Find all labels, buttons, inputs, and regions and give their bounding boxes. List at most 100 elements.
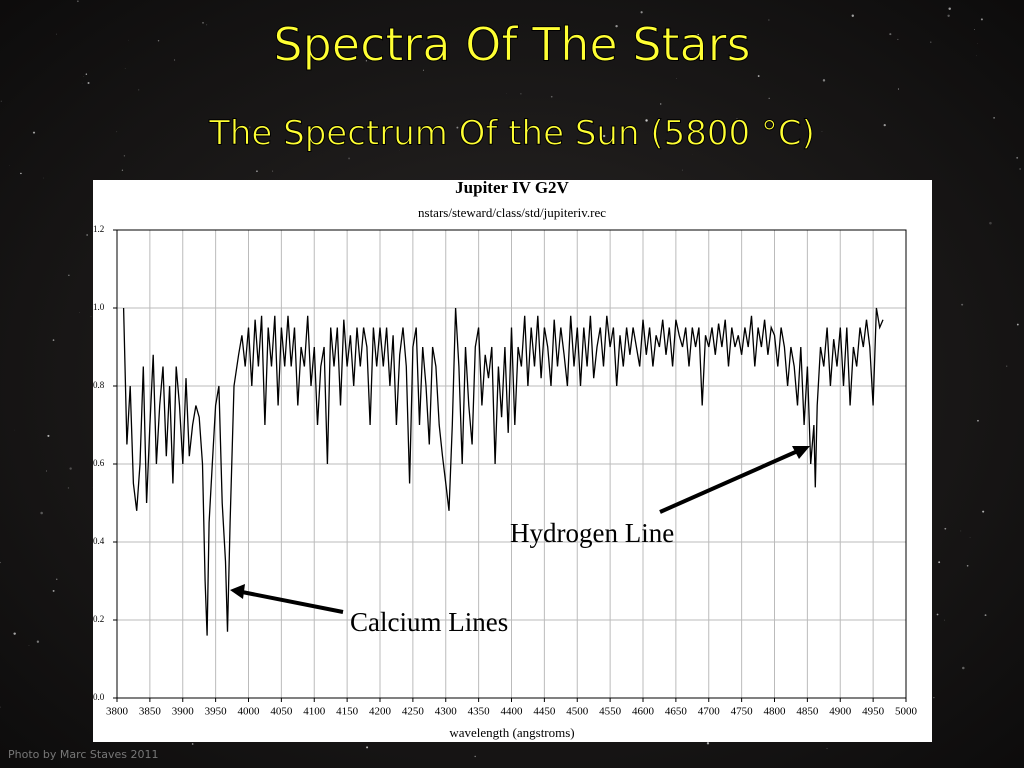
star	[615, 24, 618, 28]
x-tick-label: 4300	[435, 706, 458, 718]
star	[81, 82, 83, 84]
star	[123, 155, 126, 157]
x-tick-label: 4950	[862, 706, 885, 718]
y-tick-label: 1.0	[93, 302, 105, 312]
chart-subtitle: nstars/steward/class/std/jupiteriv.rec	[418, 205, 606, 220]
star	[897, 88, 899, 90]
x-tick-label: 4200	[369, 706, 392, 718]
arrowhead	[230, 584, 245, 599]
star	[883, 124, 886, 127]
star	[960, 530, 962, 532]
star	[974, 29, 975, 30]
star	[509, 24, 511, 26]
star	[56, 578, 58, 580]
star	[1016, 156, 1019, 159]
star	[365, 60, 367, 62]
star	[794, 141, 797, 144]
x-tick-label: 3800	[106, 706, 129, 718]
x-tick-label: 4900	[829, 706, 852, 718]
star	[989, 221, 992, 225]
star	[55, 33, 57, 35]
x-tick-label: 4050	[270, 706, 293, 718]
star	[1019, 168, 1022, 170]
star	[43, 177, 44, 179]
star	[116, 131, 118, 133]
x-tick-label: 4750	[731, 706, 754, 718]
star	[768, 19, 770, 21]
annotation: Hydrogen Line	[510, 518, 674, 548]
star	[46, 470, 47, 472]
x-tick-label: 3850	[139, 706, 162, 718]
star	[976, 55, 978, 57]
star	[67, 487, 70, 489]
arrow	[659, 448, 801, 514]
star	[550, 95, 553, 98]
star	[889, 33, 892, 36]
chart-title: Jupiter IV G2V	[455, 178, 569, 197]
slide-title: Spectra Of The Stars	[273, 18, 750, 72]
star	[202, 22, 204, 24]
star	[52, 339, 55, 341]
star	[851, 14, 855, 17]
y-tick-label: 0.0	[93, 692, 105, 702]
star	[602, 134, 606, 138]
star	[944, 619, 945, 621]
spectrum-line	[122, 307, 884, 636]
x-tick-label: 4000	[238, 706, 261, 718]
x-tick-label: 3950	[205, 706, 228, 718]
star	[40, 511, 43, 515]
star	[272, 170, 274, 172]
star	[948, 7, 951, 10]
star	[757, 75, 760, 77]
star	[697, 33, 700, 36]
star	[403, 143, 406, 145]
star	[87, 81, 90, 84]
star	[659, 103, 662, 105]
star	[506, 93, 507, 94]
star	[645, 119, 648, 122]
star	[969, 537, 971, 538]
star	[456, 126, 459, 129]
star	[520, 93, 522, 95]
slide-subtitle: The Spectrum Of the Sun (5800 °C)	[208, 114, 815, 154]
star	[947, 14, 950, 18]
star	[249, 126, 251, 128]
star	[0, 561, 1, 564]
star	[713, 40, 716, 43]
star	[0, 706, 1, 708]
chart: Jupiter IV G2V nstars/steward/class/std/…	[93, 178, 918, 740]
x-axis-label: wavelength (angstroms)	[449, 725, 574, 740]
star	[124, 68, 126, 69]
star	[933, 696, 935, 699]
x-tick-label: 4350	[468, 706, 491, 718]
star	[826, 747, 828, 749]
x-tick-label: 4850	[796, 706, 819, 718]
arrow	[241, 590, 344, 614]
x-tick-label: 4250	[402, 706, 425, 718]
star	[79, 312, 80, 313]
arrowhead	[792, 446, 810, 459]
star	[936, 613, 939, 616]
star	[28, 645, 30, 646]
star	[1006, 365, 1008, 367]
star	[174, 59, 176, 61]
star	[191, 743, 194, 745]
star	[821, 131, 823, 132]
star	[966, 564, 969, 567]
star	[206, 24, 208, 26]
x-tick-label: 4700	[698, 706, 721, 718]
annotation: Calcium Lines	[350, 607, 508, 637]
star	[676, 78, 678, 79]
star	[930, 41, 932, 43]
star	[977, 419, 979, 422]
x-tick-label: 4600	[632, 706, 655, 718]
x-tick-label: 4150	[336, 706, 359, 718]
star	[982, 510, 985, 513]
star	[977, 43, 978, 44]
star	[121, 169, 124, 171]
star	[138, 89, 140, 91]
x-tick-label: 5000	[895, 706, 918, 718]
star	[47, 434, 50, 437]
star	[52, 589, 55, 592]
star	[20, 172, 22, 175]
